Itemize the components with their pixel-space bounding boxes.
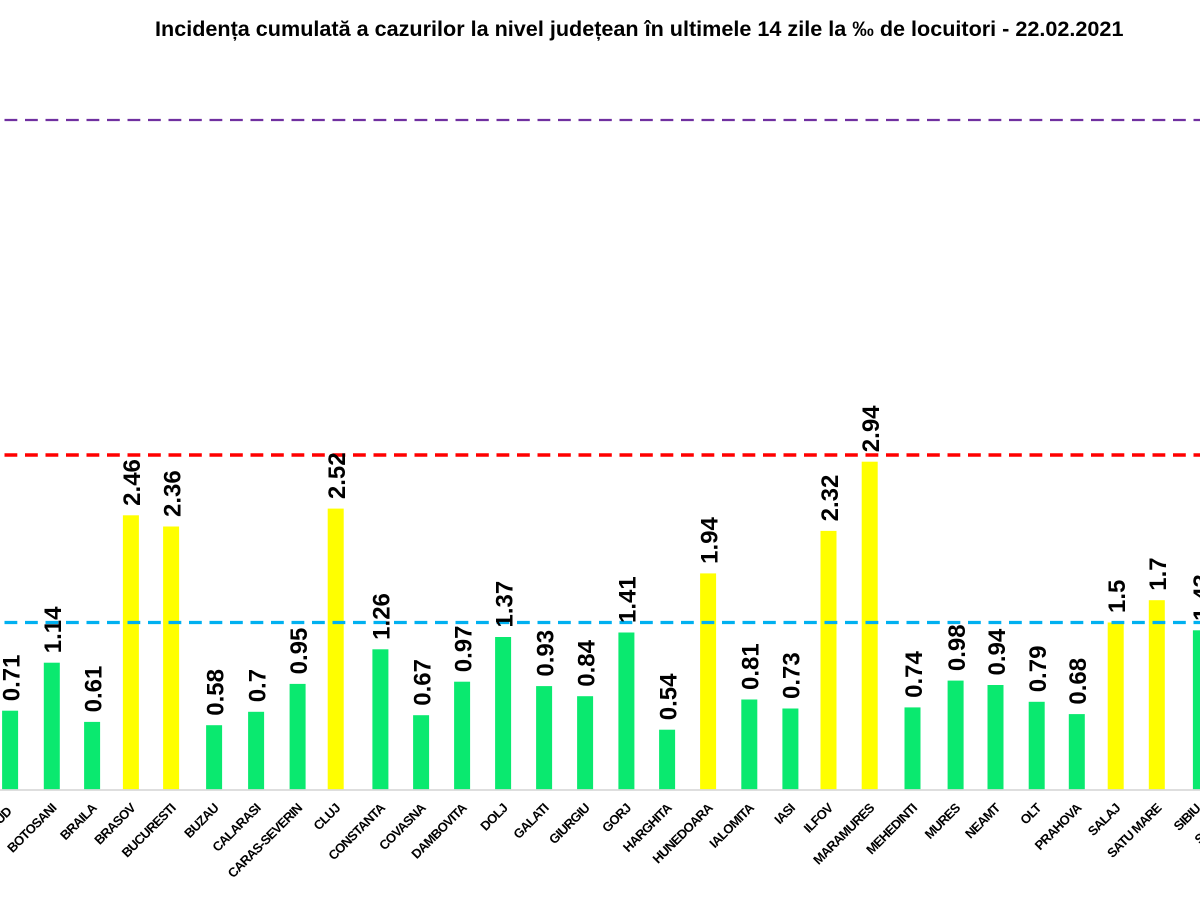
svg-text:IASI: IASI [771,800,798,827]
svg-text:0.84: 0.84 [573,639,600,686]
svg-text:BUZAU: BUZAU [181,800,222,841]
svg-text:0.95: 0.95 [286,628,313,675]
svg-text:MURES: MURES [922,800,964,842]
svg-text:BOTOSANI: BOTOSANI [4,800,59,855]
svg-text:2.32: 2.32 [817,475,844,522]
svg-text:GALATI: GALATI [510,800,551,841]
svg-text:2.52: 2.52 [324,452,351,499]
svg-text:0.94: 0.94 [984,628,1011,675]
svg-text:GIURGIU: GIURGIU [546,800,593,847]
svg-text:2.94: 2.94 [858,405,885,452]
svg-text:0.58: 0.58 [202,669,229,716]
svg-text:IALOMITA: IALOMITA [706,800,757,851]
svg-text:NEAMT: NEAMT [962,800,1003,841]
svg-text:0.74: 0.74 [901,651,928,698]
svg-text:0.73: 0.73 [779,652,806,699]
svg-text:2.46: 2.46 [119,459,146,506]
svg-text:0.97: 0.97 [450,625,477,672]
svg-text:0.81: 0.81 [738,643,765,690]
svg-text:0.98: 0.98 [944,624,971,671]
svg-text:SALAJ: SALAJ [1085,800,1124,839]
svg-text:CARAS-SEVERIN: CARAS-SEVERIN [225,800,305,880]
svg-text:0.67: 0.67 [409,659,436,706]
svg-text:1.14: 1.14 [40,606,67,653]
svg-text:CLUJ: CLUJ [310,800,343,833]
svg-text:1.7: 1.7 [1145,557,1172,590]
svg-text:1.26: 1.26 [369,593,396,640]
svg-text:ILFOV: ILFOV [801,800,837,836]
svg-text:1.94: 1.94 [696,517,723,564]
svg-text:0.93: 0.93 [532,630,559,677]
svg-text:0.71: 0.71 [0,654,25,701]
svg-text:2.36: 2.36 [159,470,186,517]
svg-text:1.43: 1.43 [1189,574,1200,621]
svg-text:DOLJ: DOLJ [477,800,510,833]
svg-text:1.41: 1.41 [615,576,642,623]
svg-text:0.54: 0.54 [655,673,682,720]
svg-text:0.68: 0.68 [1065,658,1092,705]
svg-text:0.61: 0.61 [80,666,107,713]
svg-text:GORJ: GORJ [599,800,634,835]
svg-text:0.7: 0.7 [244,669,271,702]
svg-text:1.37: 1.37 [491,581,518,628]
svg-text:OLT: OLT [1017,800,1044,827]
svg-text:1.5: 1.5 [1104,580,1131,613]
svg-text:SIBIU: SIBIU [1171,801,1200,834]
svg-text:0.79: 0.79 [1025,646,1052,693]
